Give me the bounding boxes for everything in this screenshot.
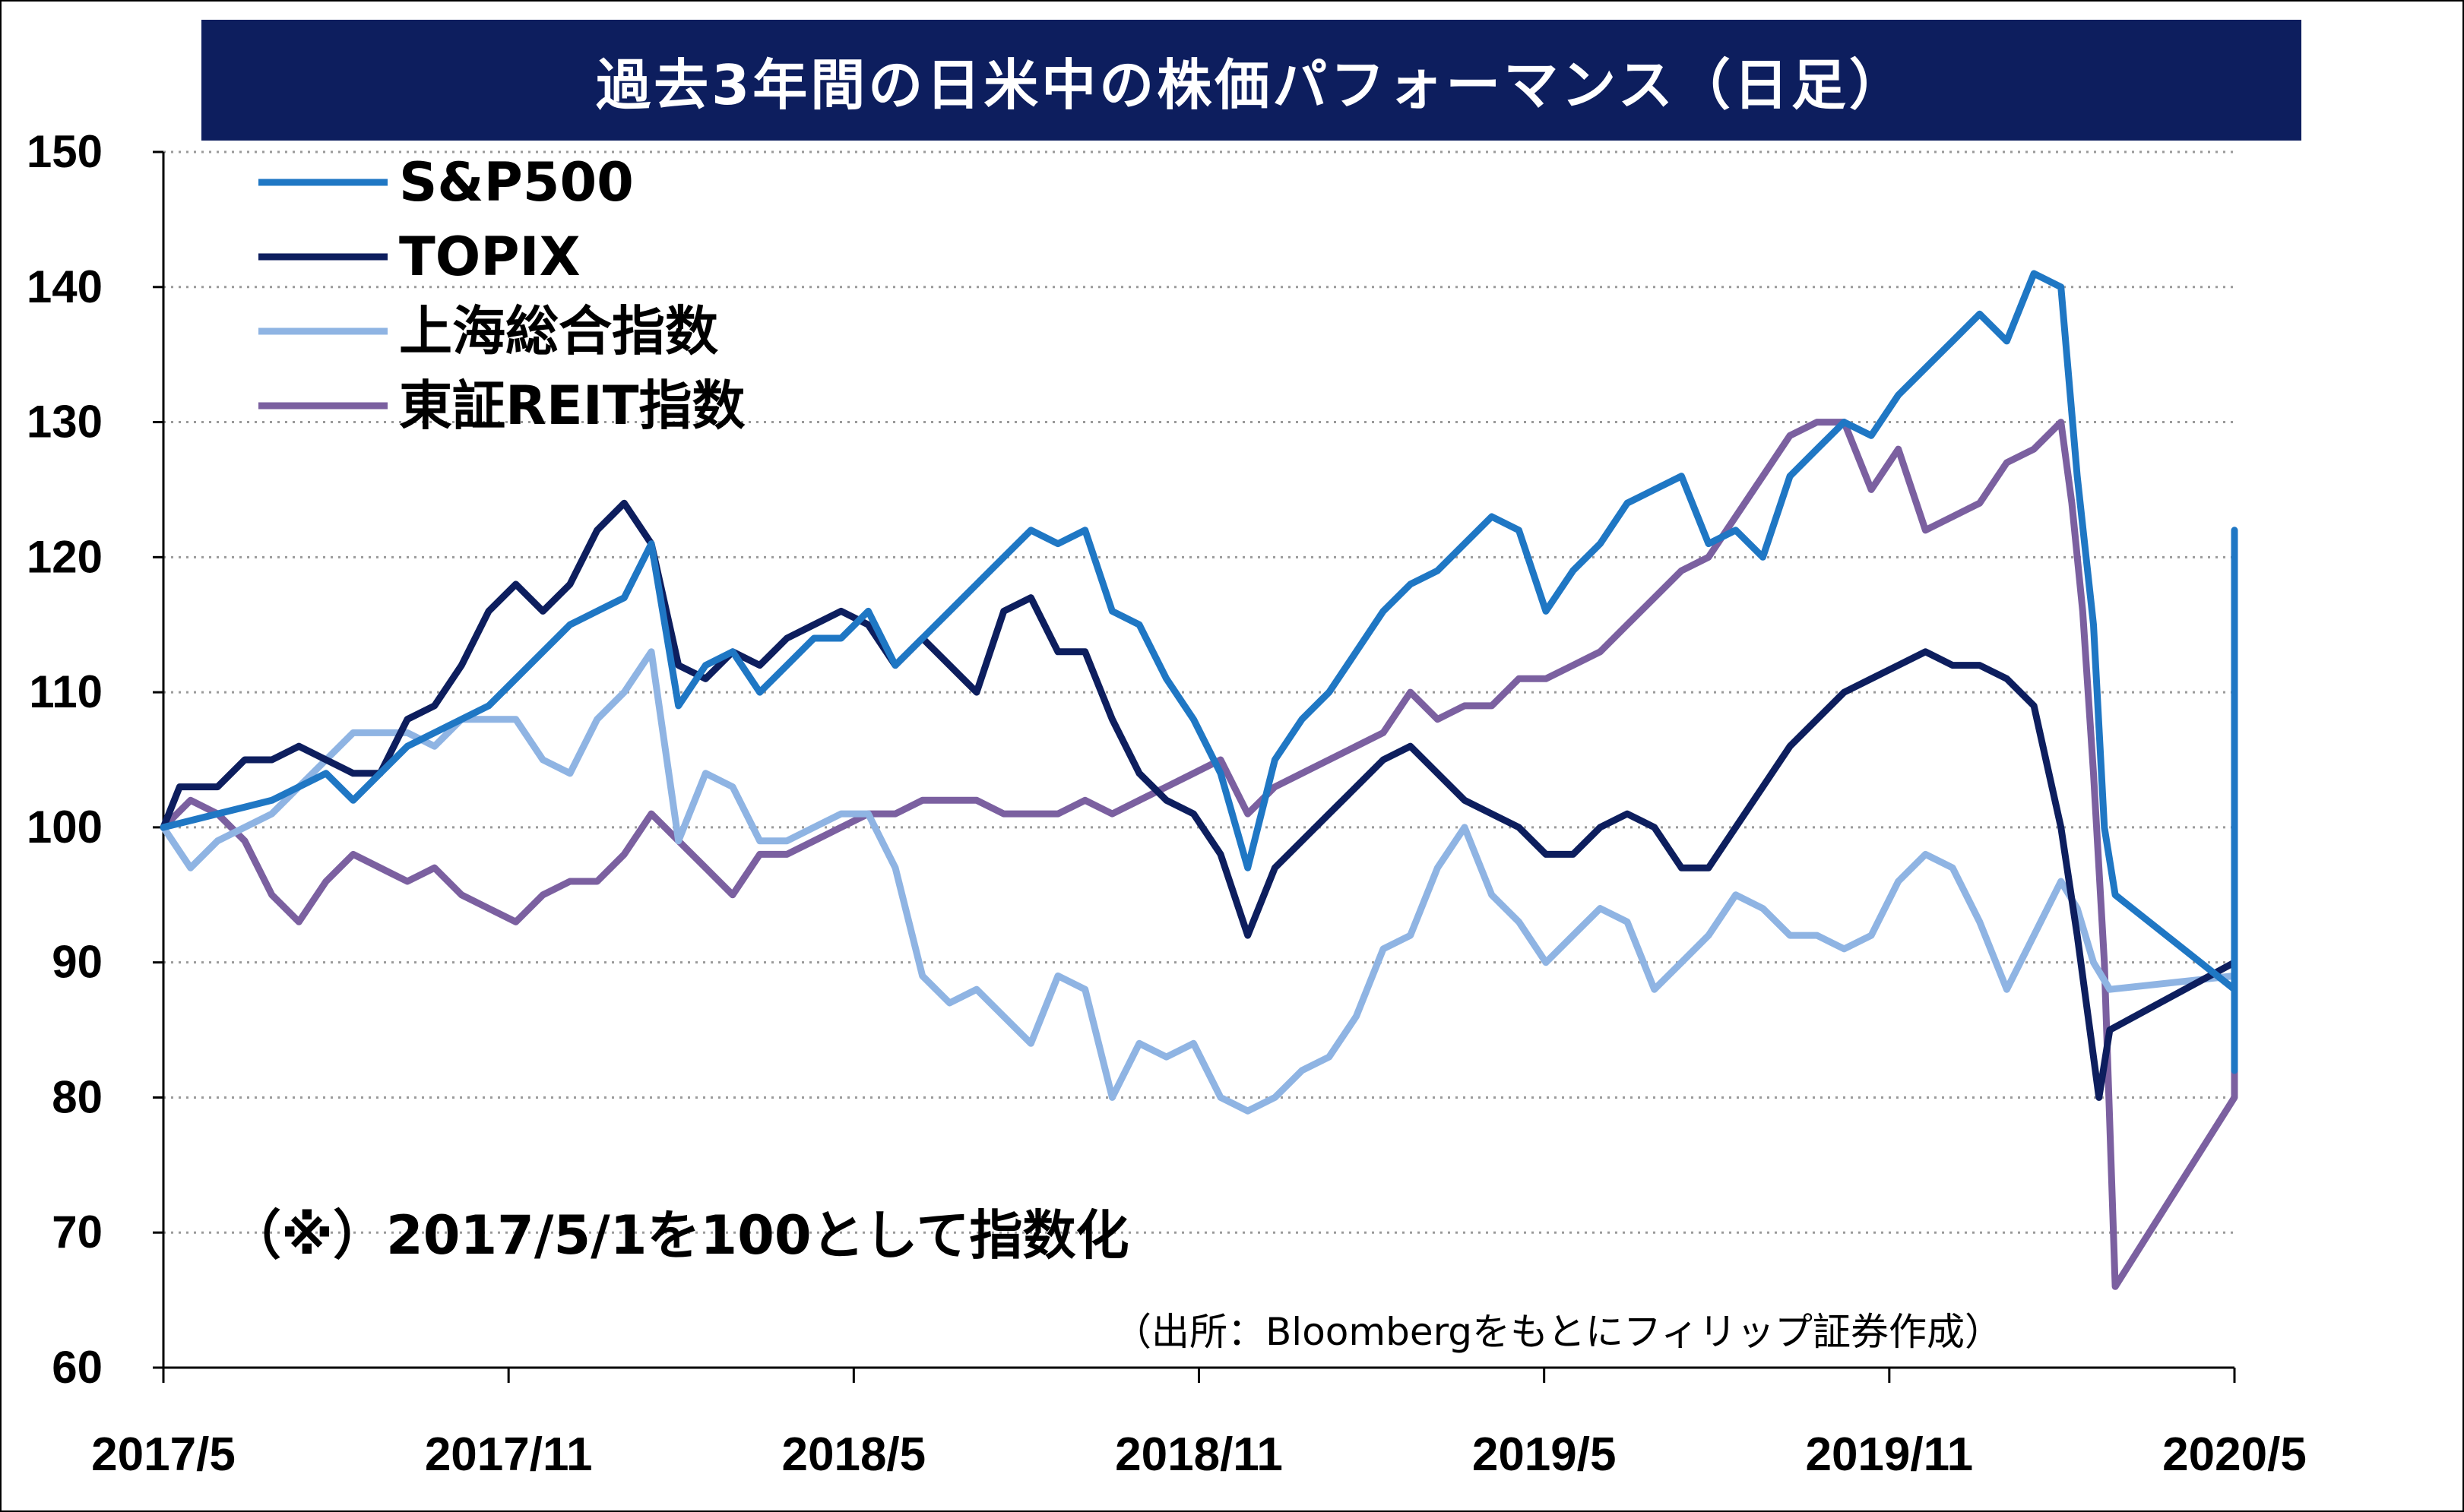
y-tick-label: 120 [27,531,103,582]
x-tick-label: 2018/11 [1115,1428,1283,1481]
y-tick-label: 60 [52,1342,103,1393]
x-tick-label: 2018/5 [782,1428,926,1481]
x-tick-label: 2017/11 [425,1428,593,1481]
y-tick-label: 90 [52,937,103,988]
legend-label: S&P500 [399,151,634,214]
y-tick-label: 100 [27,802,103,852]
y-tick-label: 130 [27,397,103,448]
legend-label: TOPIX [399,226,581,288]
series-line [160,648,2238,1115]
index-note: （※）2017/5/1を100として指数化 [228,1204,1129,1267]
chart-title-bar: 過去3年間の日米中の株価パフォーマンス（日足） [201,20,2301,141]
x-tick-label: 2017/5 [91,1428,236,1481]
chart-title: 過去3年間の日米中の株価パフォーマンス（日足） [596,53,1907,117]
series-line [160,419,2238,1290]
series-lines [160,270,2238,1290]
source-note: （出所：Bloombergをもとにフィリップ証券作成） [1113,1310,2003,1354]
y-axis: 60 70 80 90 100 110 120 130 140 150 [27,126,165,1393]
series-line [160,270,2238,1074]
legend-label: 東証REIT指数 [399,375,746,437]
y-tick-label: 80 [52,1071,103,1122]
x-tick-label: 2020/5 [2162,1428,2307,1481]
x-tick-label: 2019/11 [1805,1428,1973,1481]
y-tick-label: 150 [27,126,103,177]
series-line [160,499,2238,1101]
y-tick-label: 140 [27,261,103,312]
x-axis: 2017/5 2017/11 2018/5 2018/11 2019/5 2019/11 2… [91,1366,2307,1481]
y-tick-label: 70 [52,1207,103,1257]
legend-label: 上海総合指数 [399,300,718,362]
x-tick-label: 2019/5 [1472,1428,1617,1481]
y-tick-label: 110 [29,666,103,717]
